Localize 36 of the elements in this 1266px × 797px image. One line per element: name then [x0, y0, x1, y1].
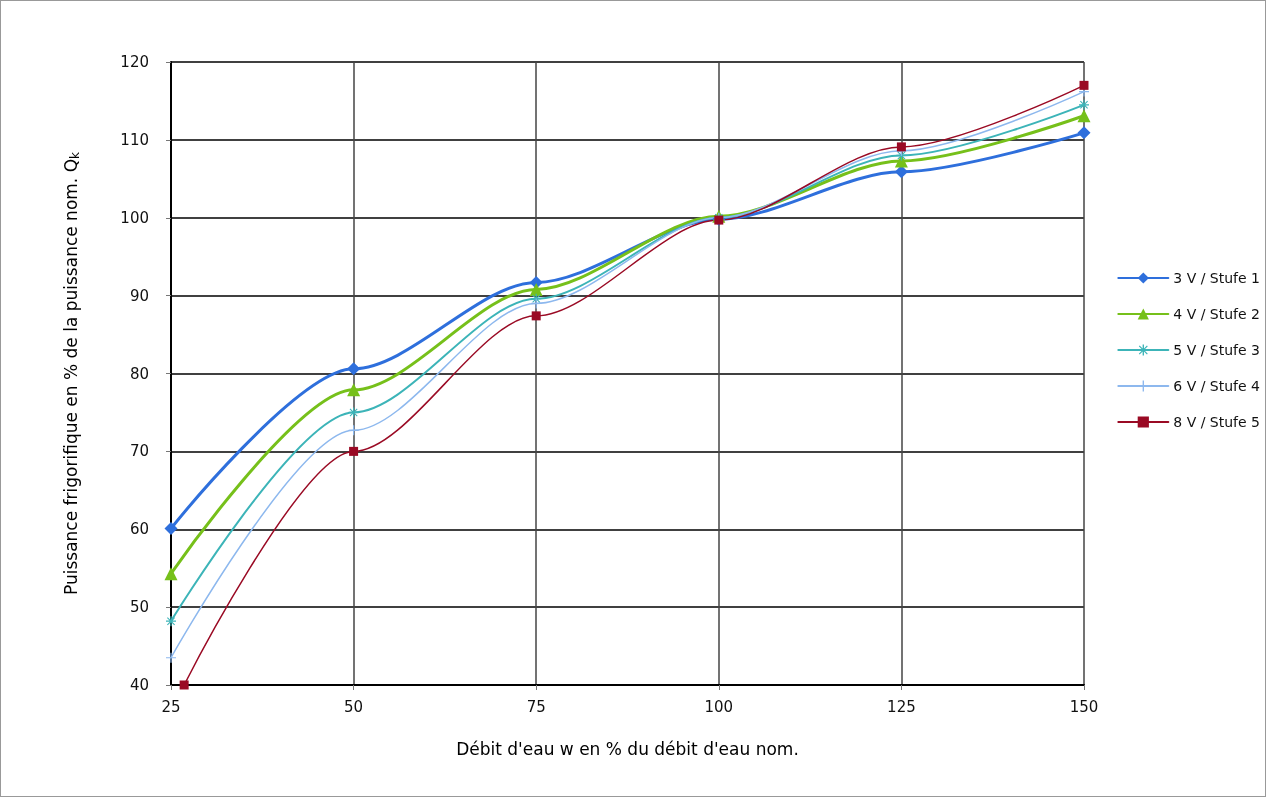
x-axis-title: Débit d'eau w en % du débit d'eau nom. — [456, 738, 799, 759]
point — [164, 521, 178, 535]
y-tick-label: 120 — [120, 53, 149, 71]
point — [894, 165, 908, 179]
point — [529, 282, 543, 296]
point — [1077, 109, 1091, 123]
x-tick-label: 25 — [161, 697, 181, 716]
legend-label: 6 V / Stufe 4 — [1173, 378, 1261, 394]
y-tick-label: 110 — [120, 130, 149, 149]
point — [166, 652, 176, 663]
y-tick-label: 40 — [129, 676, 149, 694]
x-tick-label: 150 — [1069, 697, 1099, 716]
point — [347, 362, 361, 376]
legend-label: 5 V / Stufe 3 — [1173, 342, 1260, 358]
point — [896, 142, 906, 152]
y-tick-label: 80 — [129, 364, 149, 383]
y-tick-label: 100 — [120, 208, 149, 227]
y-tick-label: 70 — [129, 442, 149, 461]
x-tick-label: 50 — [344, 697, 364, 716]
y-axis-title: Puissance frigorifique en % de la puissance nom. Qk — [61, 151, 82, 595]
x-tick-label: 100 — [704, 697, 734, 716]
x-tick-label: 125 — [887, 697, 916, 716]
point — [1077, 126, 1091, 140]
point — [531, 311, 541, 321]
legend-label: 4 V / Stufe 2 — [1173, 306, 1260, 322]
y-tick-label: 60 — [129, 520, 149, 539]
legend-label: 3 V / Stufe 1 — [1173, 270, 1260, 286]
point — [179, 680, 189, 690]
point — [1079, 80, 1089, 90]
point — [349, 446, 359, 456]
x-tick-label: 75 — [526, 697, 546, 716]
y-tick-label: 50 — [129, 598, 149, 617]
y-tick-label: 90 — [129, 286, 149, 305]
point — [347, 383, 361, 397]
legend-label: 8 V / Stufe 5 — [1173, 414, 1260, 430]
point — [164, 567, 178, 581]
